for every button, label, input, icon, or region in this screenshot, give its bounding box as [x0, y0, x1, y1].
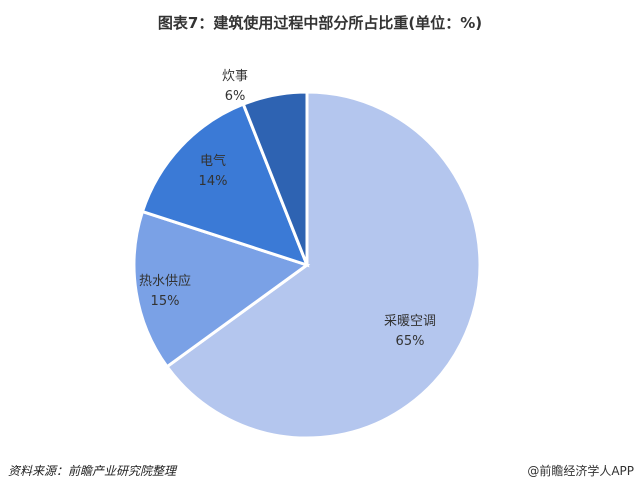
source-note: 资料来源：前瞻产业研究院整理 — [8, 464, 177, 478]
brand-credit: @前瞻经济学人APP — [527, 464, 634, 478]
pie-value-label: 6% — [225, 89, 246, 104]
pie-label: 热水供应 — [139, 273, 191, 289]
pie-label: 电气 — [200, 153, 226, 169]
pie-value-label: 15% — [151, 294, 180, 309]
pie-slice-0 — [164, 90, 482, 440]
pie-slice-3 — [241, 90, 309, 266]
pie-slice-2 — [140, 102, 310, 268]
pie-slice-1 — [132, 209, 311, 369]
pie-value-label: 65% — [396, 334, 425, 349]
pie-label: 采暖空调 — [384, 314, 436, 329]
pie-label: 炊事 — [222, 69, 248, 84]
chart-title: 图表7：建筑使用过程中部分所占比重(单位：%) — [157, 14, 483, 32]
pie-value-label: 14% — [199, 174, 228, 189]
